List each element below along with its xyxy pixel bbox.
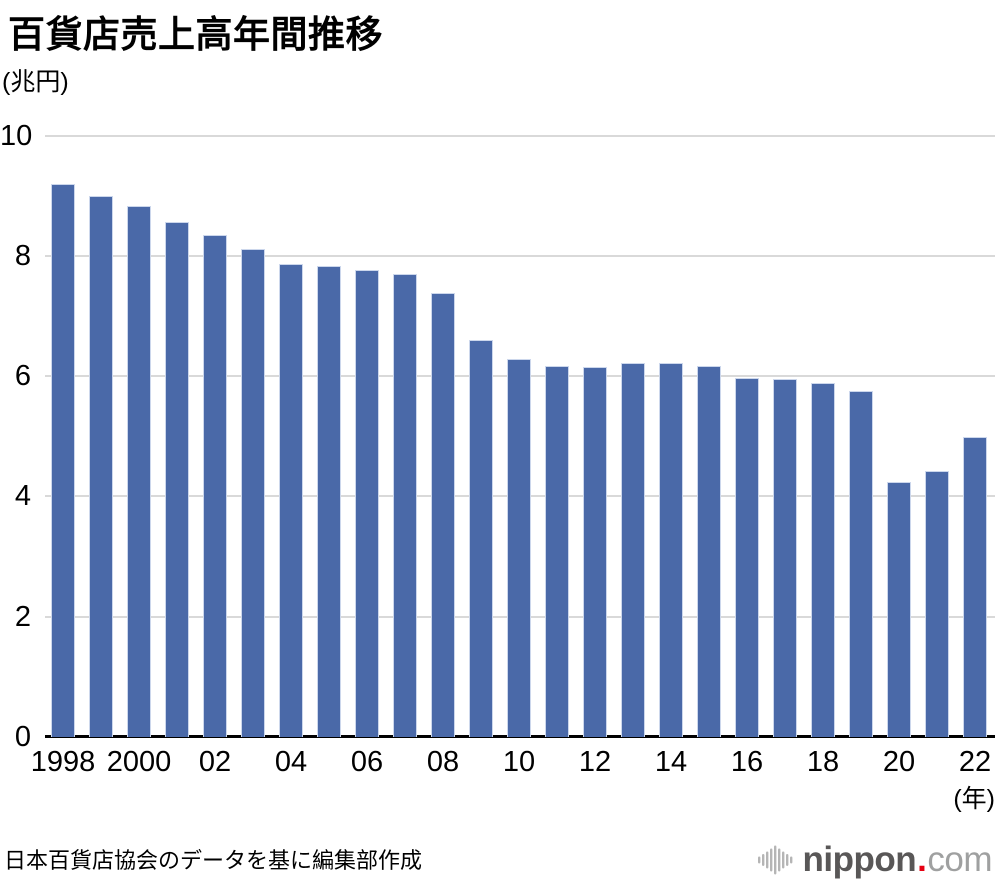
x-tick-label-14: 14 [654, 746, 688, 778]
bar-2017 [773, 379, 797, 737]
logo-text-suffix: com [927, 840, 992, 879]
bar-2006 [355, 270, 379, 737]
bar-2022 [963, 436, 987, 737]
bar-2009 [469, 340, 493, 737]
source-note: 日本百貨店協会のデータを基に編集部作成 [4, 848, 423, 873]
bar-2014 [659, 363, 683, 737]
x-tick-label-22: 22 [958, 746, 992, 778]
bar-1999 [89, 195, 113, 737]
bar-1998 [51, 183, 75, 737]
x-tick-label-12: 12 [578, 746, 612, 778]
bar-2015 [697, 365, 721, 737]
chart-title: 百貨店売上高年間推移 [8, 14, 383, 55]
bar-2019 [849, 390, 873, 737]
logo-text: nippon . com [802, 840, 993, 880]
y-tick-label-10: 10 [0, 119, 33, 152]
x-tick-label-1998: 1998 [30, 746, 96, 778]
soundwave-logo-icon [757, 845, 792, 875]
bar-2013 [621, 362, 645, 737]
bar-2011 [545, 365, 569, 737]
x-tick-label-18: 18 [806, 746, 840, 778]
bar-2020 [887, 481, 911, 737]
gridline-8 [45, 254, 995, 257]
bar-2007 [393, 273, 417, 737]
gridline-10 [45, 134, 995, 137]
x-tick-label-02: 02 [198, 746, 232, 778]
y-tick-label-8: 8 [14, 239, 31, 272]
x-tick-label-16: 16 [730, 746, 764, 778]
y-axis-unit-label: (兆円) [2, 68, 69, 96]
bar-2002 [203, 234, 227, 737]
logo-text-dot: . [917, 840, 927, 879]
x-axis-unit-label: (年) [953, 785, 995, 813]
x-tick-label-10: 10 [502, 746, 536, 778]
x-tick-label-06: 06 [350, 746, 384, 778]
bar-2018 [811, 383, 835, 737]
nippon-com-logo: nippon . com [757, 840, 993, 880]
x-tick-label-04: 04 [274, 746, 308, 778]
bar-2012 [583, 367, 607, 737]
bar-2021 [925, 470, 949, 737]
bar-2003 [241, 248, 265, 737]
bar-2001 [165, 221, 189, 737]
y-tick-label-4: 4 [14, 480, 31, 513]
bar-2016 [735, 377, 759, 737]
y-tick-label-6: 6 [14, 360, 31, 393]
bar-2005 [317, 266, 341, 737]
logo-text-main: nippon [802, 840, 917, 879]
bar-2008 [431, 293, 455, 737]
x-tick-label-2000: 2000 [106, 746, 172, 778]
y-tick-label-2: 2 [14, 600, 31, 633]
bar-2010 [507, 358, 531, 737]
y-tick-label-0: 0 [14, 721, 31, 753]
x-tick-label-08: 08 [426, 746, 460, 778]
bar-2000 [127, 205, 151, 737]
x-tick-label-20: 20 [882, 746, 916, 778]
bar-2004 [279, 263, 303, 737]
